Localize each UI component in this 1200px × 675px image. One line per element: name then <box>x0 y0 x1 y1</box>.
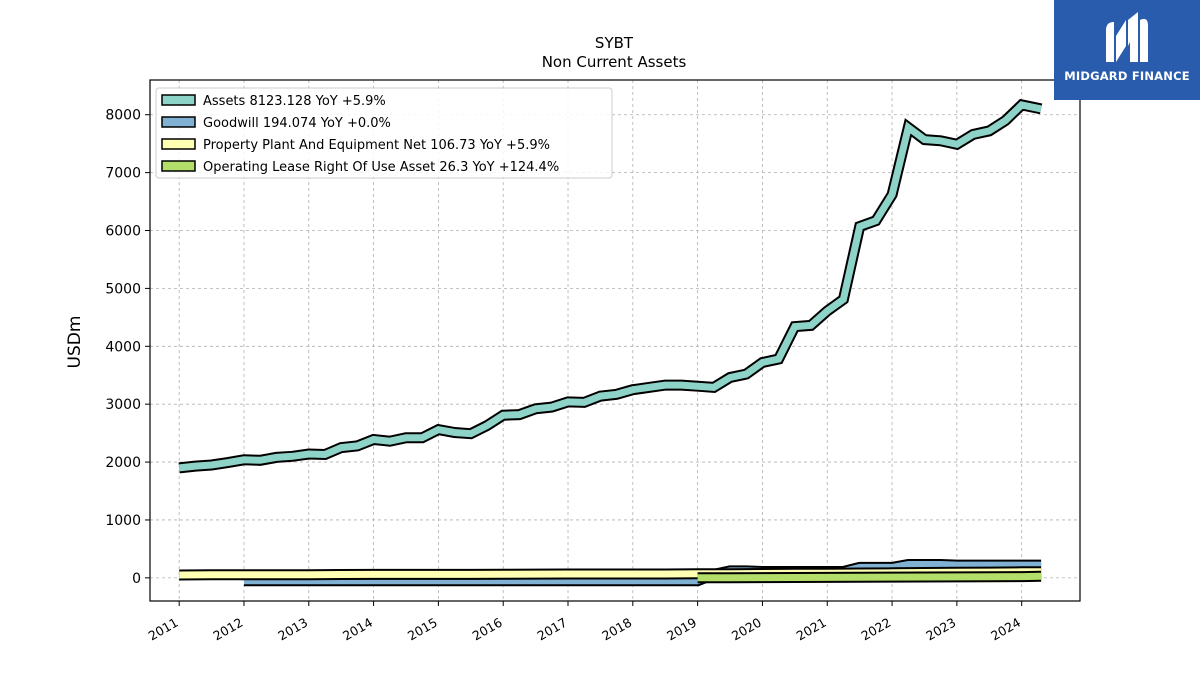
x-tick-label: 2022 <box>859 615 894 644</box>
y-tick-label: 5000 <box>105 281 141 297</box>
x-tick-label: 2019 <box>664 615 699 644</box>
x-tick-label: 2014 <box>340 615 375 644</box>
series-line <box>178 101 1042 472</box>
y-tick-label: 2000 <box>105 455 141 471</box>
x-tick-label: 2018 <box>599 615 634 644</box>
y-tick-label: 0 <box>132 571 141 587</box>
x-tick-label: 2017 <box>534 615 569 644</box>
series-0 <box>178 98 1043 474</box>
y-tick-label: 4000 <box>105 339 141 355</box>
x-tick-label: 2012 <box>210 615 245 644</box>
series-line <box>697 572 1042 582</box>
brand-mark-icon <box>1106 12 1148 62</box>
y-tick-label: 7000 <box>105 166 141 182</box>
x-tick-label: 2013 <box>275 615 310 644</box>
legend-label: Goodwill 194.074 YoY +0.0% <box>203 116 391 131</box>
x-tick-label: 2024 <box>988 615 1023 644</box>
legend-label: Property Plant And Equipment Net 106.73 … <box>203 138 550 153</box>
x-tick-label: 2016 <box>470 615 505 644</box>
legend-swatch <box>161 138 196 150</box>
x-tick-label: 2015 <box>405 615 440 644</box>
x-tick-label: 2023 <box>923 615 958 644</box>
legend-swatch <box>161 160 196 172</box>
y-tick-label: 6000 <box>105 224 141 240</box>
legend-label: Assets 8123.128 YoY +5.9% <box>203 94 386 109</box>
legend-label: Operating Lease Right Of Use Asset 26.3 … <box>203 160 559 175</box>
legend-swatch <box>161 116 196 128</box>
legend-swatch <box>161 94 196 106</box>
x-tick-label: 2021 <box>794 615 829 644</box>
chart-subtitle: Non Current Assets <box>542 53 687 71</box>
y-tick-label: 3000 <box>105 397 141 413</box>
brand-name: MIDGARD FINANCE <box>1064 69 1190 83</box>
series-layer <box>178 98 1043 587</box>
legend: Assets 8123.128 YoY +5.9% Goodwill 194.07… <box>155 87 613 179</box>
y-axis-label: USDm <box>65 316 85 369</box>
chart-title: SYBT <box>595 34 634 52</box>
brand-logo: MIDGARD FINANCE <box>1054 0 1200 100</box>
x-tick-label: 2011 <box>146 615 181 644</box>
series-3 <box>697 570 1042 584</box>
y-tick-label: 1000 <box>105 513 141 529</box>
plot-frame <box>149 79 1081 602</box>
x-tick-label: 2020 <box>729 615 764 644</box>
y-tick-label: 8000 <box>105 108 141 124</box>
legend-frame <box>155 87 613 179</box>
